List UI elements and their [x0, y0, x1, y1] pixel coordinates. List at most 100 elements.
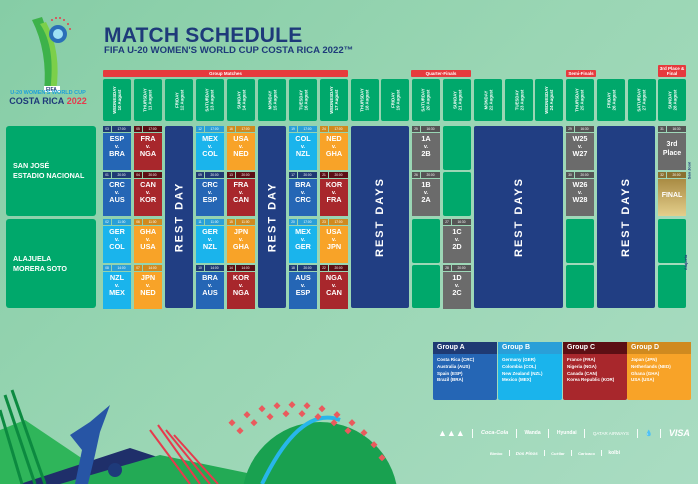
match-card-qf[interactable]: 27 16:30 1C v. 2D: [443, 219, 471, 263]
sponsor-row-1: ▲▲▲ Coca-Cola Wanda Hyundai QATAR AIRWAY…: [438, 428, 690, 438]
empty-slot: [443, 126, 471, 170]
venue-san-jose: SAN JOSÉ ESTADIO NACIONAL: [6, 126, 96, 216]
logo-caption: U-20 WOMEN'S WORLD CUP: [10, 90, 86, 96]
stage-banner-semi-finals: Semi-Finals: [566, 70, 596, 77]
match-card[interactable]: 17 20:00 BRA v. CRC: [289, 172, 317, 216]
day-header: MONDAY 15 August: [258, 79, 286, 121]
empty-slot: [443, 172, 471, 216]
match-card[interactable]: 19 17:00 COL v. NZL: [289, 126, 317, 170]
empty-slot: [412, 265, 440, 308]
match-card-qf[interactable]: 28 20:00 1D v. 2C: [443, 265, 471, 309]
day-header: SUNDAY 28 August: [658, 79, 686, 121]
day-header: TUESDAY 16 August: [289, 79, 317, 121]
svg-text:FIFA: FIFA: [46, 87, 57, 93]
day-header: WEDNESDAY 24 August: [535, 79, 563, 121]
rest-days-block: REST DAYS: [597, 126, 655, 308]
group-c-title: Group C: [563, 342, 627, 354]
match-card[interactable]: 08 14:00 NZL v. MEX: [103, 265, 131, 309]
group-b-card: Group B Germany (GER) Colombia (COL) New Z…: [498, 342, 562, 400]
match-card-sf[interactable]: 29 16:30 W25 v. W27: [566, 126, 594, 170]
day-header: FRIDAY 12 August: [165, 79, 193, 121]
day-header: WEDNESDAY 17 August: [320, 79, 348, 121]
match-card[interactable]: 22 20:00 NGA v. CAN: [320, 265, 348, 309]
stage-banner-quarter-finals: Quarter-Finals: [411, 70, 471, 77]
kolbi-logo-icon: kolbi: [608, 450, 620, 456]
coca-cola-logo-icon: Coca-Cola: [480, 430, 509, 436]
cuellar-logo-icon: Cuéllar: [551, 450, 565, 456]
decorative-landscape-art: [0, 389, 397, 484]
day-header: SATURDAY 13 August: [196, 79, 224, 121]
page-title: MATCH SCHEDULE: [104, 24, 303, 47]
day-header: MONDAY 22 August: [474, 79, 502, 121]
match-card[interactable]: 18 20:00 AUS v. ESP: [289, 265, 317, 309]
empty-slot: [658, 219, 686, 263]
side-label-alajuela: Alajuela: [683, 254, 689, 271]
match-card-sf[interactable]: 30 20:00 W26 v. W28: [566, 172, 594, 216]
group-c-card: Group C France (FRA) Nigeria (NGA) Canada …: [563, 342, 627, 400]
match-card[interactable]: 15 11:00 JPN v. GHA: [227, 219, 255, 263]
match-card[interactable]: 20 17:00 MEX v. GER: [289, 219, 317, 263]
match-card-qf[interactable]: 25 16:30 1A v. 2B: [412, 126, 440, 170]
match-card[interactable]: 14 14:00 KOR v. NGA: [227, 265, 255, 309]
day-header: THURSDAY 11 August: [134, 79, 162, 121]
stage-banner-group-matches: Group Matches: [103, 70, 348, 77]
page-subtitle: FIFA U-20 WOMEN'S WORLD CUP COSTA RICA 2…: [104, 45, 354, 56]
empty-slot: [658, 265, 686, 308]
match-card-final[interactable]: 32 20:00 FINAL: [658, 172, 686, 216]
qatar-foundation-logo-icon: 💧: [645, 430, 653, 437]
rest-day-block: REST DAY: [258, 126, 286, 308]
day-header: SUNDAY 14 August: [227, 79, 255, 121]
empty-slot: [566, 219, 594, 263]
match-card[interactable]: 12 17:00 MEX v. COL: [196, 126, 224, 170]
caricaco-logo-icon: Caricaco: [578, 450, 595, 456]
empty-slot: [412, 219, 440, 263]
day-header: SATURDAY 27 August: [628, 79, 656, 121]
match-card[interactable]: 05 17:00 FRA v. NGA: [134, 126, 162, 170]
logo-location: COSTA RICA 2022: [9, 96, 87, 106]
rest-days-block: REST DAYS: [474, 126, 563, 308]
adidas-logo-icon: ▲▲▲: [438, 428, 465, 438]
wanda-logo-icon: Wanda: [524, 430, 541, 436]
match-card[interactable]: 21 20:00 KOR v. FRA: [320, 172, 348, 216]
match-card[interactable]: 01 20:00 CRC v. AUS: [103, 172, 131, 216]
bimbo-logo-icon: Bimbo: [490, 450, 503, 456]
venue-alajuela: ALAJUELA MORERA SOTO: [6, 219, 96, 308]
stage-banner-final: 3rd Place & Final: [658, 65, 686, 77]
day-header: SUNDAY 21 August: [443, 79, 471, 121]
match-card-third-place[interactable]: 31 16:30 3rd Place: [658, 126, 686, 170]
day-header: FRIDAY 19 August: [381, 79, 409, 121]
day-header: THURSDAY 25 August: [566, 79, 594, 121]
match-card[interactable]: 06 11:00 GHA v. USA: [134, 219, 162, 263]
rest-days-block: REST DAYS: [351, 126, 409, 308]
empty-slot: [566, 265, 594, 308]
dos-pinos-logo-icon: Dos Pinos: [515, 450, 538, 456]
group-b-title: Group B: [498, 342, 562, 354]
match-card[interactable]: 03 17:00 ESP v. BRA: [103, 126, 131, 170]
day-header: TUESDAY 23 August: [505, 79, 533, 121]
match-card[interactable]: 23 17:00 USA v. JPN: [320, 219, 348, 263]
match-card[interactable]: 10 14:00 BRA v. AUS: [196, 265, 224, 309]
tournament-logo-icon: FIFA: [32, 17, 71, 93]
side-label-san-jose: San José: [686, 161, 692, 180]
match-card[interactable]: 07 14:00 JPN v. NED: [134, 265, 162, 309]
rest-day-block: REST DAY: [165, 126, 193, 308]
day-header: THURSDAY 18 August: [351, 79, 379, 121]
group-d-title: Group D: [627, 342, 691, 354]
match-card[interactable]: 16 17:00 USA v. NED: [227, 126, 255, 170]
visa-logo-icon: VISA: [668, 428, 690, 438]
match-card[interactable]: 04 20:00 CAN v. KOR: [134, 172, 162, 216]
match-card-qf[interactable]: 26 20:00 1B v. 2A: [412, 172, 440, 216]
match-card[interactable]: 02 11:00 GER v. COL: [103, 219, 131, 263]
match-card[interactable]: 09 20:00 CRC v. ESP: [196, 172, 224, 216]
match-card[interactable]: 24 17:00 NED v. GHA: [320, 126, 348, 170]
group-a-title: Group A: [433, 342, 497, 354]
day-header: FRIDAY 26 August: [597, 79, 625, 121]
match-card[interactable]: 13 20:00 FRA v. CAN: [227, 172, 255, 216]
hyundai-logo-icon: Hyundai: [556, 430, 577, 436]
day-header: SATURDAY 20 August: [412, 79, 440, 121]
match-card[interactable]: 11 11:00 GER v. NZL: [196, 219, 224, 263]
day-header: WEDNESDAY 10 August: [103, 79, 131, 121]
group-d-card: Group D Japan (JPN) Netherlands (NED) Ghan…: [627, 342, 691, 400]
qatar-airways-logo-icon: QATAR AIRWAYS: [592, 430, 629, 436]
sponsor-row-2: Bimbo Dos Pinos Cuéllar Caricaco kolbi: [490, 450, 620, 456]
